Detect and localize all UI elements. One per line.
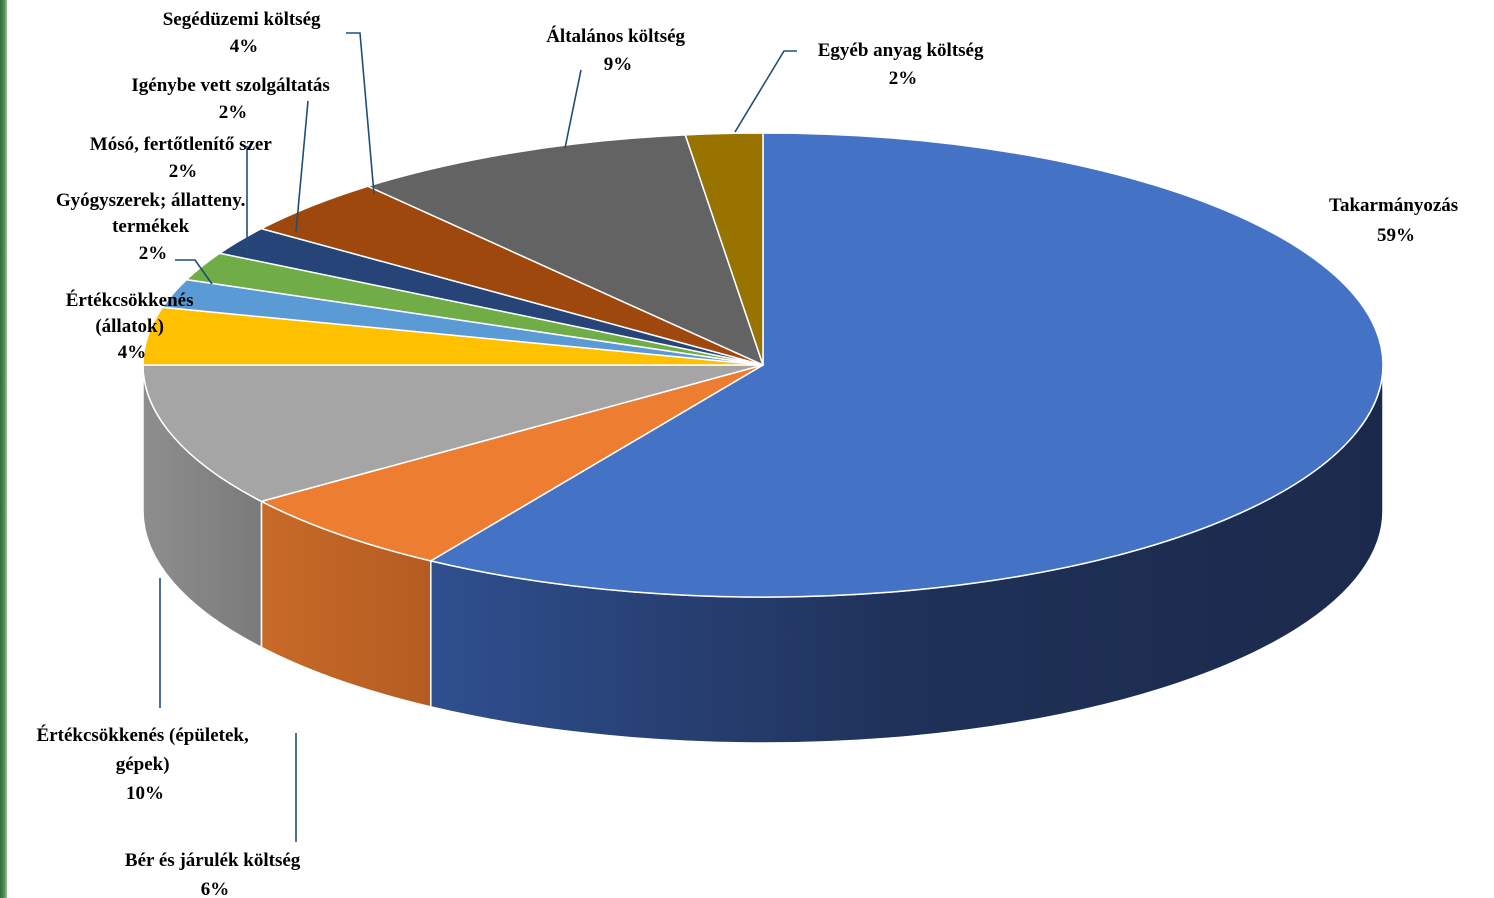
- window-left-edge: [0, 0, 7, 898]
- slice-takarmanyozas[interactable]: [430, 132, 1384, 598]
- label-igenybe: Igénybe vett szolgáltatás 2%: [131, 75, 334, 123]
- label-egyeb: Egyéb anyag költség 2%: [818, 40, 989, 89]
- label-takarmany: Takarmányozás 59%: [1329, 195, 1463, 246]
- slice-ertekcsokkenes-epuletek-gepek[interactable]: [142, 364, 764, 503]
- label-altalanos: Általános költség 9%: [546, 25, 690, 75]
- label-gyogyszer: Gyógyszerek; állatteny. termékek 2%: [56, 190, 250, 264]
- slice-altalanos-koltseg[interactable]: [367, 134, 764, 366]
- label-ertek-allat: Értékcsökkenés (állatok) 4%: [66, 289, 198, 363]
- pie-top-faces: [142, 132, 1384, 598]
- label-moso: Mósó, fertőtlenítő szer 2%: [90, 134, 276, 182]
- leader-lines: [159, 32, 797, 842]
- leader-seged: [346, 32, 375, 195]
- leader-igenybe: [295, 100, 309, 233]
- data-labels: Takarmányozás 59% Bér és járulék költség…: [37, 9, 1463, 898]
- leader-altalanos: [564, 69, 582, 149]
- label-ertek-epulet: Értékcsökkenés (épületek, gépek) 10%: [37, 724, 254, 804]
- leader-gyogyszer: [175, 259, 213, 285]
- slice-ber-es-jarulek-koltseg[interactable]: [260, 364, 764, 562]
- slice-egyeb-anyag-koltseg[interactable]: [684, 132, 764, 366]
- pie-side-walls: [142, 364, 1384, 744]
- label-seged: Segédüzemi költség 4%: [163, 9, 326, 57]
- label-ber: Bér és járulék költség 6%: [125, 850, 305, 898]
- leader-egyeb: [734, 50, 797, 133]
